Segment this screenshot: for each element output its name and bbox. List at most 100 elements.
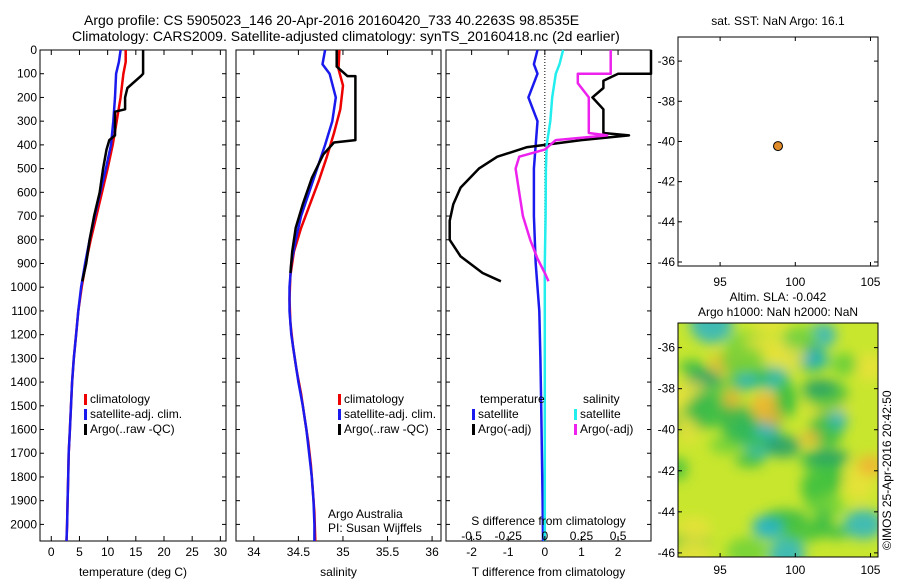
altimetry-title-2: Argo h1000: NaN h2000: NaN (698, 305, 858, 319)
x-tick-label: 15 (129, 545, 143, 559)
heatmap-cell (775, 377, 792, 417)
heatmap-cell (768, 537, 806, 557)
salinity-plot-frame (235, 49, 442, 542)
legend-label: climatology (90, 392, 150, 406)
y-tick-label: 1900 (10, 494, 37, 508)
x-tick-label: 25 (186, 545, 200, 559)
location-map-title: sat. SST: NaN Argo: 16.1 (711, 14, 845, 28)
legend-swatch (84, 409, 87, 420)
legend-label: satellite-adj. clim. (90, 407, 182, 421)
y-tick-label: 800 (17, 233, 37, 247)
difference-top-x-label: S difference from climatology (471, 514, 626, 528)
legend-label: climatology (344, 392, 404, 406)
heatmap-cell (765, 434, 802, 458)
heatmap-cell (726, 537, 769, 557)
heatmap-cell (856, 454, 878, 477)
header-line-1: Argo profile: CS 5905023_146 20-Apr-2016… (84, 12, 580, 28)
legend-swatch (472, 424, 475, 435)
difference-plot-frame (445, 49, 652, 542)
top-x-tick-label: -0.25 (495, 529, 523, 543)
x-tick-label: 2 (615, 545, 622, 559)
y-tick-label: -36 (658, 341, 676, 355)
y-tick-label: 0 (30, 43, 37, 57)
heatmap-cell (734, 374, 759, 388)
altimetry-map-frame (677, 322, 879, 558)
y-tick-label: -44 (658, 505, 676, 519)
top-x-tick-label: -0.5 (461, 529, 482, 543)
x-tick-label: 0 (541, 545, 548, 559)
heatmap-cell (749, 392, 783, 430)
legend-header-salinity: salinity (583, 392, 620, 406)
heatmap-cell (854, 353, 878, 381)
heatmap-cell (783, 326, 820, 349)
location-map-frame (677, 36, 879, 267)
legend-swatch (472, 409, 475, 420)
difference-series-line (514, 50, 612, 282)
heatmap-cell (678, 418, 700, 445)
heatmap-blobs (678, 323, 878, 557)
pi-annotation: PI: Susan Wijffels (328, 521, 422, 535)
difference-series-line (527, 49, 545, 542)
top-x-tick-label: 0.5 (610, 529, 627, 543)
y-tick-label: 700 (17, 209, 37, 223)
x-tick-label: 100 (785, 275, 805, 289)
x-tick-label: 20 (157, 545, 171, 559)
heatmap-cell (678, 360, 705, 374)
y-tick-label: 500 (17, 162, 37, 176)
y-tick-label: 1500 (10, 399, 37, 413)
heatmap-cell (720, 404, 758, 444)
temperature-series-line (65, 50, 127, 542)
x-tick-label: -1 (503, 545, 514, 559)
legend-label: satellite (478, 407, 519, 421)
legend-label: Argo(..raw -QC) (90, 422, 175, 436)
y-tick-label: -40 (658, 423, 676, 437)
x-tick-label: 95 (713, 275, 727, 289)
heatmap-cell (683, 394, 730, 428)
y-tick-label: 200 (17, 90, 37, 104)
heatmap-cell (800, 431, 820, 444)
legend-label: Argo(-adj) (580, 422, 633, 436)
y-tick-label: 100 (17, 67, 37, 81)
legend-swatch (574, 424, 577, 435)
y-tick-label: -42 (658, 464, 676, 478)
top-x-tick-label: 0 (541, 529, 548, 543)
y-tick-label: -38 (658, 94, 676, 108)
legend-swatch (338, 409, 341, 420)
y-tick-label: 1700 (10, 446, 37, 460)
x-tick-label: 105 (860, 275, 880, 289)
x-tick-label: 100 (785, 563, 805, 577)
y-tick-label: 900 (17, 256, 37, 270)
heatmap-cell (678, 535, 710, 557)
temperature-series-line (81, 50, 145, 282)
y-tick-label: 1400 (10, 375, 37, 389)
x-tick-label: 34 (247, 545, 261, 559)
heatmap-cell (689, 323, 733, 344)
heatmap-cell (678, 516, 712, 541)
y-tick-label: -46 (658, 255, 676, 269)
imos-timestamp: ©IMOS 25-Apr-2016 20:42:50 (880, 390, 894, 550)
x-tick-label: 5 (76, 545, 83, 559)
legend-swatch (84, 394, 87, 405)
y-tick-label: 400 (17, 138, 37, 152)
difference-series-line (448, 50, 653, 283)
y-tick-label: 2000 (10, 517, 37, 531)
heatmap-cell (678, 457, 688, 481)
legend-header-temperature: temperature (480, 392, 545, 406)
legend-swatch (338, 424, 341, 435)
legend-label: Argo(-adj) (478, 422, 531, 436)
heatmap-cell (752, 517, 784, 533)
x-tick-label: 30 (214, 545, 228, 559)
x-tick-label: 0 (48, 545, 55, 559)
heatmap-cell (805, 450, 851, 463)
y-tick-label: -46 (658, 546, 676, 560)
y-tick-label: -42 (658, 175, 676, 189)
temperature-plot-frame (39, 49, 227, 542)
legend-swatch (574, 409, 577, 420)
salinity-series-line (288, 49, 345, 542)
argo-australia-annotation: Argo Australia (328, 507, 403, 521)
legend-swatch (84, 424, 87, 435)
temperature-x-label: temperature (deg C) (79, 565, 187, 579)
x-tick-label: 36 (425, 545, 439, 559)
y-tick-label: -40 (658, 134, 676, 148)
legend-swatch (338, 394, 341, 405)
